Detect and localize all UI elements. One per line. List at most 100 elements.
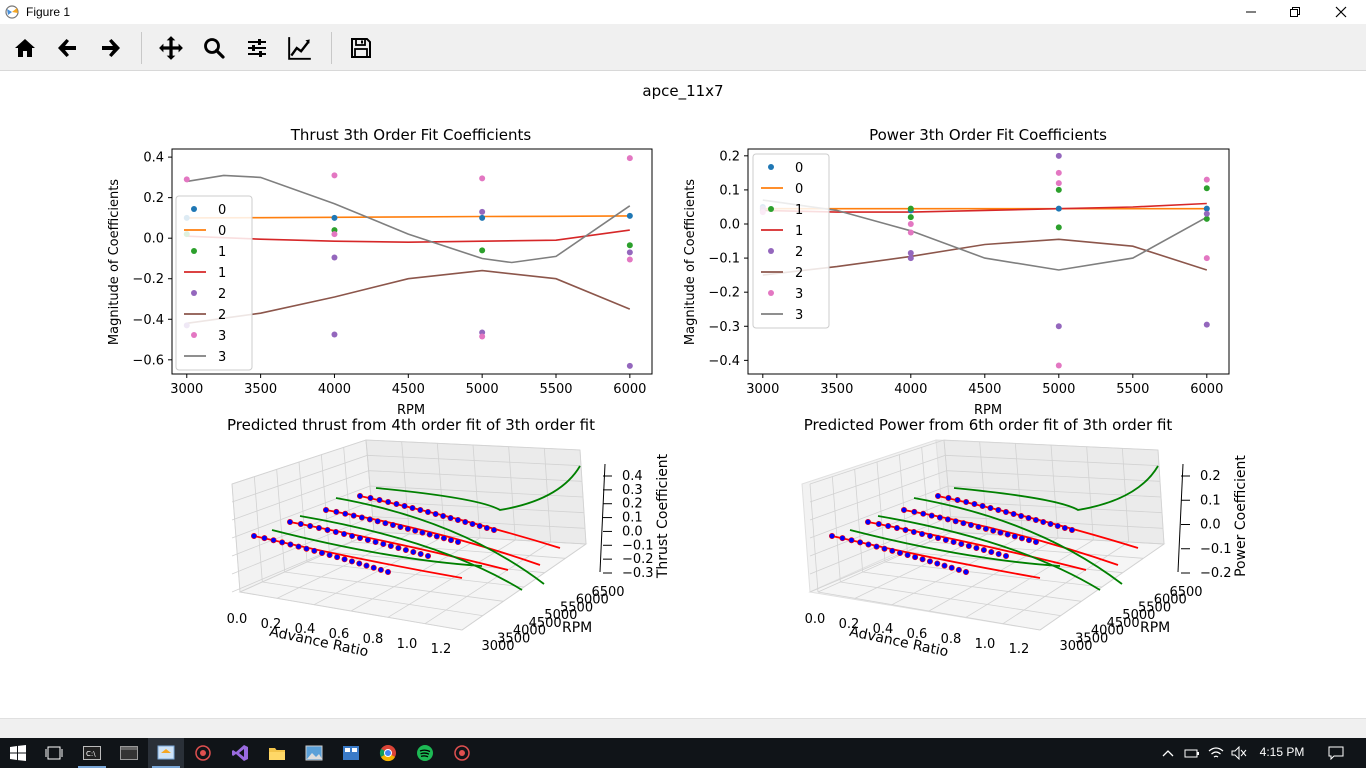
magnifier-icon	[204, 38, 225, 59]
fit-line-3	[186, 174, 631, 264]
minimize-button[interactable]	[1228, 0, 1274, 24]
wifi-icon	[1208, 747, 1224, 758]
taskbar-app-spider[interactable]	[185, 738, 221, 768]
measured-point	[971, 500, 978, 507]
measured-point	[1010, 510, 1017, 517]
minimize-icon	[1246, 11, 1256, 13]
power-tray-button[interactable]	[1181, 738, 1203, 768]
measured-point	[839, 535, 846, 542]
measured-point	[967, 522, 974, 529]
taskbar-cmd[interactable]: C:\	[74, 738, 110, 768]
predicted-curve	[849, 529, 1061, 567]
data-point-2	[331, 331, 338, 338]
legend-label: 1	[218, 266, 226, 281]
measured-point	[433, 533, 440, 540]
taskbar-file-explorer[interactable]	[259, 738, 295, 768]
save-button[interactable]	[346, 33, 376, 63]
z-tick-label: 0.0	[622, 524, 643, 539]
subplots-button[interactable]	[242, 33, 272, 63]
measured-point	[356, 560, 363, 567]
x-tick-label: 6000	[1190, 382, 1223, 397]
measured-point	[376, 496, 383, 503]
figure-canvas[interactable]: apce_11x7 Thrust 3th Order Fit Coefficie…	[0, 71, 1366, 718]
data-point-2	[626, 362, 633, 369]
measured-point	[1002, 552, 1009, 559]
data-point-1	[626, 242, 633, 249]
back-button[interactable]	[53, 33, 83, 63]
edit-axes-button[interactable]	[285, 33, 315, 63]
x-tick-label: 1.2	[1009, 642, 1030, 657]
z-tick-label: 0.1	[622, 511, 643, 526]
restore-button[interactable]	[1272, 0, 1318, 24]
move-icon	[159, 36, 183, 60]
home-button[interactable]	[10, 33, 40, 63]
toolbar-separator	[331, 32, 332, 64]
data-point-0	[626, 212, 633, 219]
taskbar-python-figure[interactable]	[148, 738, 184, 768]
show-hidden-icons-button[interactable]	[1157, 738, 1179, 768]
y-tick-label: 5500	[1138, 600, 1171, 615]
legend-label: 2	[218, 287, 226, 302]
legend-label: 2	[795, 245, 803, 260]
taskbar-terminal[interactable]	[111, 738, 147, 768]
measured-point	[1025, 537, 1032, 544]
toolbar-separator	[141, 32, 142, 64]
legend-marker	[191, 290, 197, 296]
y-tick-label: 4500	[1107, 616, 1140, 631]
data-point-3	[479, 333, 486, 340]
measured-point	[948, 564, 955, 571]
measured-point	[1032, 516, 1039, 523]
data-point-2	[1055, 323, 1062, 330]
measured-point	[975, 523, 982, 530]
measured-point	[440, 535, 447, 542]
measured-point	[367, 494, 374, 501]
pan-button[interactable]	[156, 33, 186, 63]
x-tick-label: 4000	[318, 382, 351, 397]
measured-point	[960, 520, 967, 527]
measured-point	[997, 529, 1004, 536]
data-point-1	[1055, 186, 1062, 193]
measured-point	[945, 494, 952, 501]
predicted-curve	[299, 515, 523, 591]
y-tick-label: −0.3	[708, 320, 740, 335]
data-point-1	[1055, 224, 1062, 231]
taskbar-clock[interactable]: 4:15 PM	[1259, 745, 1305, 759]
fit-line-3	[762, 199, 1208, 271]
volume-tray-button[interactable]	[1228, 738, 1250, 768]
measured-point	[1061, 524, 1068, 531]
data-point-3	[479, 175, 486, 182]
taskbar-chrome[interactable]	[370, 738, 406, 768]
data-point-3	[1203, 176, 1210, 183]
start-button[interactable]	[0, 738, 36, 768]
y-tick-label: 3000	[481, 639, 514, 654]
measured-point	[828, 532, 835, 539]
measured-point	[364, 536, 371, 543]
floppy-disk-icon	[351, 38, 371, 58]
measured-point	[410, 548, 417, 555]
close-button[interactable]	[1318, 0, 1364, 24]
taskbar-app-control[interactable]	[333, 738, 369, 768]
forward-button[interactable]	[95, 33, 125, 63]
data-point-2	[907, 249, 914, 256]
taskbar-app-spider-2[interactable]	[444, 738, 480, 768]
taskbar-app-image[interactable]	[296, 738, 332, 768]
power-coefficients-xlabel: RPM	[974, 403, 1002, 418]
measured-point	[332, 528, 339, 535]
measured-point	[440, 512, 447, 519]
image-viewer-icon	[305, 745, 323, 761]
notifications-button[interactable]	[1318, 738, 1354, 768]
measured-point	[426, 531, 433, 538]
zoom-button[interactable]	[199, 33, 229, 63]
task-view-button[interactable]	[36, 738, 72, 768]
thrust-3d-ylabel: RPM	[562, 620, 592, 636]
taskbar-visual-studio[interactable]	[222, 738, 258, 768]
measured-point	[1069, 526, 1076, 533]
task-view-icon	[45, 746, 63, 760]
measured-point	[900, 506, 907, 513]
x-tick-label: 0.6	[907, 627, 928, 642]
network-tray-button[interactable]	[1205, 738, 1227, 768]
taskbar-spotify[interactable]	[407, 738, 443, 768]
thrust-3d-xlabel: Advance Ratio	[268, 624, 370, 661]
measured-point	[286, 518, 293, 525]
measured-point	[962, 568, 969, 575]
